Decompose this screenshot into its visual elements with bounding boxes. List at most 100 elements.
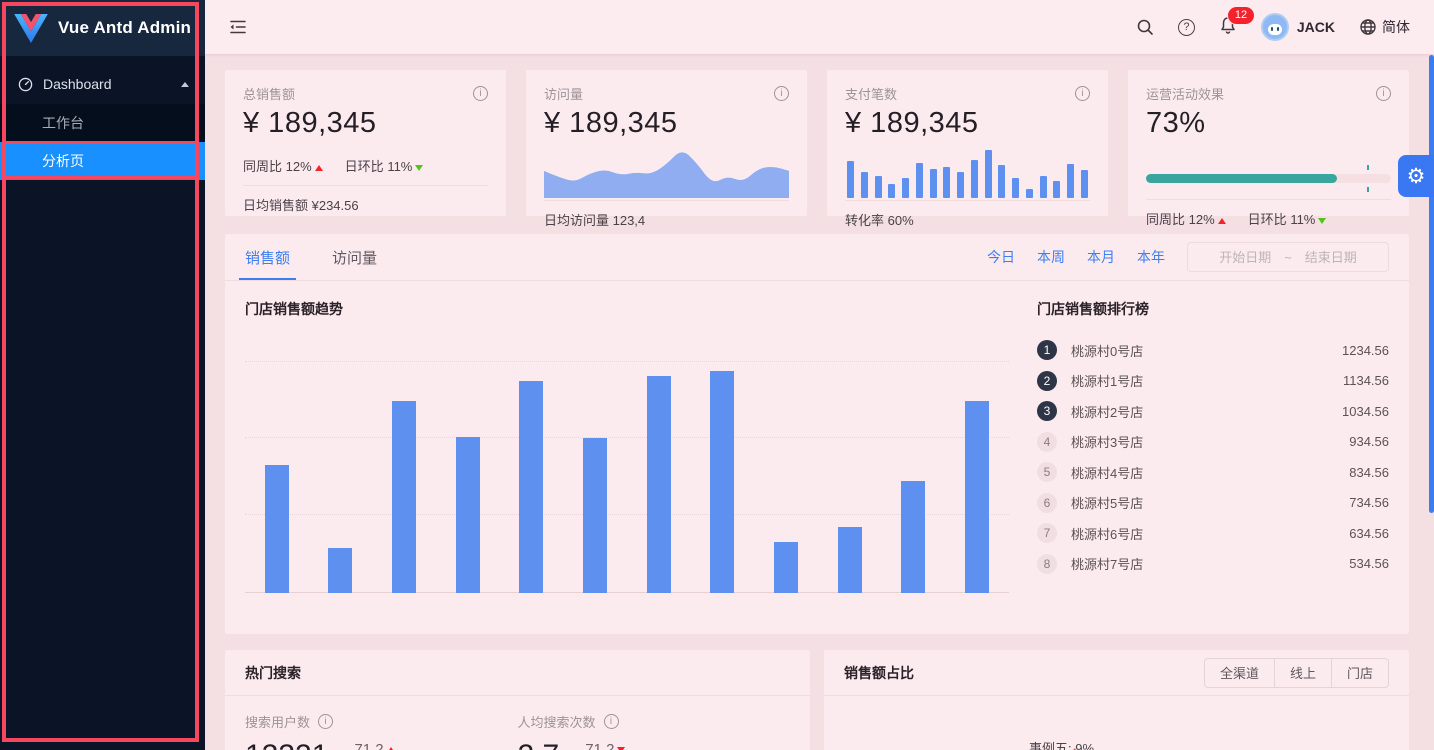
trend-up-icon <box>314 165 323 171</box>
help-icon[interactable]: ? <box>1177 18 1195 36</box>
chart-bar <box>965 401 990 593</box>
sales-ratio-card: 销售额占比 全渠道 线上 门店 事例五: 9% <box>824 650 1409 750</box>
rank-row: 8 桃源村7号店 534.56 <box>1037 549 1389 580</box>
chart-bar <box>328 548 353 593</box>
end-date-input[interactable] <box>1297 249 1364 265</box>
pie-slice-label: 事例五: 9% <box>1029 741 1095 750</box>
rank-badge: 4 <box>1037 431 1057 452</box>
tab-visits[interactable]: 访问量 <box>332 249 378 267</box>
rank-badge: 6 <box>1037 492 1057 513</box>
store-name: 桃源村5号店 <box>1071 496 1144 512</box>
notifications-button[interactable]: 12 <box>1219 6 1255 39</box>
user-menu[interactable]: JACK <box>1260 13 1335 41</box>
rank-row: 4 桃源村3号店 934.56 <box>1037 427 1389 458</box>
store-name: 桃源村2号店 <box>1071 404 1144 420</box>
info-icon[interactable]: i <box>473 86 488 101</box>
store-name: 桃源村3号店 <box>1071 435 1144 451</box>
sidebar-item-workbench[interactable]: 工作台 <box>0 104 205 142</box>
store-value: 734.56 <box>1349 495 1389 511</box>
hs-label: 人均搜索次数 <box>517 715 596 730</box>
campaign-progress-bar <box>1146 165 1391 192</box>
mini-chart-bar <box>957 171 964 198</box>
menu-fold-icon[interactable] <box>229 18 247 36</box>
store-name: 桃源村0号店 <box>1071 343 1144 359</box>
stat-footer: 转化率 60% <box>845 213 914 228</box>
stat-title: 支付笔数 <box>845 87 898 102</box>
stat-title: 访问量 <box>544 87 584 102</box>
language-switcher[interactable]: 简体 <box>1359 17 1410 37</box>
mini-chart-bar <box>1053 181 1061 198</box>
quick-links: 今日 本周 本月 本年 <box>987 247 1165 267</box>
app-title: Vue Antd Admin <box>58 18 192 37</box>
info-icon[interactable]: i <box>603 714 619 729</box>
stat-value: 73% <box>1146 107 1206 139</box>
info-icon[interactable]: i <box>1075 86 1090 101</box>
sidebar-item-dashboard[interactable]: Dashboard <box>0 64 205 104</box>
stat-footer: 日均销售额 ¥234.56 <box>243 198 359 213</box>
trend-row: 同周比 12% 日环比 11% <box>1146 209 1391 228</box>
trend-down-icon <box>1318 218 1327 224</box>
gear-icon: ⚙ <box>1406 164 1426 188</box>
store-name: 桃源村4号店 <box>1071 465 1144 481</box>
chart-bar <box>455 437 480 593</box>
store-value: 834.56 <box>1349 464 1389 480</box>
sales-panel: 销售额 访问量 今日 本周 本月 本年 ~ 门店销售额趋势 <box>225 234 1409 634</box>
mini-chart-bar <box>998 165 1006 198</box>
submenu-label: 工作台 <box>42 115 84 131</box>
stat-value: ¥ 189,345 <box>544 107 678 139</box>
rank-badge: 2 <box>1037 370 1057 391</box>
payments-mini-bar-chart <box>845 146 1090 198</box>
quick-link[interactable]: 本月 <box>1087 249 1115 265</box>
stat-title: 总销售额 <box>243 87 296 102</box>
sidebar-item-analysis[interactable]: 分析页 <box>0 142 205 180</box>
mini-chart-bar <box>888 183 896 198</box>
store-value: 1234.56 <box>1342 342 1389 358</box>
range-separator: ~ <box>1284 249 1292 265</box>
hs-value: 12321 <box>245 739 328 750</box>
info-icon[interactable]: i <box>774 86 789 101</box>
hot-search-title: 热门搜索 <box>245 664 301 681</box>
globe-icon <box>1360 19 1376 35</box>
trend-up-icon <box>1217 218 1226 224</box>
mini-chart-bar <box>1067 164 1074 198</box>
rank-row: 1 桃源村0号店 1234.56 <box>1037 335 1389 366</box>
mini-chart-bar <box>1012 177 1019 198</box>
store-sales-bar-chart <box>245 341 1009 593</box>
search-icon[interactable] <box>1136 18 1154 36</box>
info-icon[interactable]: i <box>1376 86 1391 101</box>
chart-title: 门店销售额趋势 <box>245 301 343 317</box>
sidebar: Vue Antd Admin Dashboard 工作台 分析页 <box>0 0 205 750</box>
channel-button[interactable]: 全渠道 <box>1203 657 1275 688</box>
store-value: 1034.56 <box>1342 403 1389 419</box>
chart-bar <box>583 438 608 593</box>
submenu-label: 分析页 <box>42 153 84 169</box>
rank-badge: 7 <box>1037 523 1057 544</box>
store-name: 桃源村7号店 <box>1071 557 1144 573</box>
trend-down-icon <box>617 746 626 750</box>
date-range-picker[interactable]: ~ <box>1187 242 1389 272</box>
rank-badge: 8 <box>1037 553 1057 574</box>
channel-button[interactable]: 线上 <box>1274 657 1332 688</box>
info-icon[interactable]: i <box>318 714 334 729</box>
store-value: 1134.56 <box>1342 373 1389 389</box>
quick-link[interactable]: 本年 <box>1137 249 1165 265</box>
stat-card-campaign: 运营活动效果 i 73% 同周比 12% 日环比 11% <box>1128 70 1409 227</box>
quick-link[interactable]: 本周 <box>1037 249 1065 265</box>
settings-button[interactable]: ⚙ <box>1398 155 1434 197</box>
sales-ratio-title: 销售额占比 <box>844 664 914 681</box>
chart-bar <box>646 375 671 593</box>
channel-button[interactable]: 门店 <box>1331 657 1389 688</box>
hs-label: 搜索用户数 <box>245 715 311 730</box>
tab-sales[interactable]: 销售额 <box>238 234 297 280</box>
start-date-input[interactable] <box>1212 249 1279 265</box>
rank-row: 2 桃源村1号店 1134.56 <box>1037 366 1389 397</box>
quick-link[interactable]: 今日 <box>987 249 1015 265</box>
store-value: 934.56 <box>1349 434 1389 450</box>
stat-footer: 日均访问量 123,4 <box>544 213 646 228</box>
scrollbar-thumb[interactable] <box>1429 55 1434 513</box>
hot-search-card: 热门搜索 搜索用户数 i 12321 71.2 人均搜索次数 i <box>225 650 810 750</box>
stat-cards-row: 总销售额 i ¥ 189,345 同周比 12% 日环比 11% 日均销售额 ¥… <box>225 70 1409 228</box>
dashboard-icon <box>18 77 33 91</box>
app-logo-row[interactable]: Vue Antd Admin <box>0 0 205 56</box>
mini-chart-bar <box>929 169 937 198</box>
